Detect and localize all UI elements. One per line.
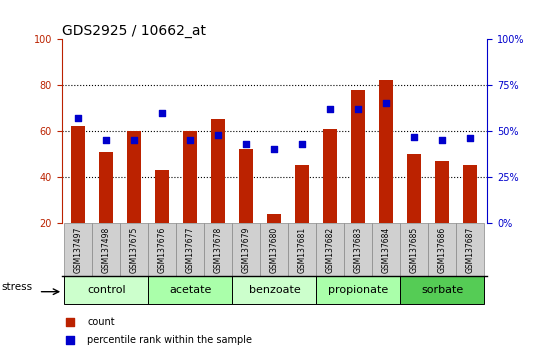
Bar [400, 276, 484, 304]
Point [102, 137, 111, 143]
Point [466, 136, 475, 141]
Point [66, 337, 74, 342]
Text: GSM137684: GSM137684 [382, 227, 391, 273]
Bar [64, 276, 148, 304]
Bar [100, 152, 113, 223]
Bar [352, 90, 365, 223]
Text: GSM137675: GSM137675 [130, 226, 139, 273]
Bar [64, 223, 92, 276]
Bar [204, 223, 232, 276]
Text: GSM137681: GSM137681 [298, 227, 307, 273]
Text: control: control [87, 285, 125, 295]
Bar [183, 131, 197, 223]
Text: GSM137682: GSM137682 [326, 227, 335, 273]
Point [382, 101, 391, 106]
Bar [316, 276, 400, 304]
Text: GSM137686: GSM137686 [438, 227, 447, 273]
Bar [407, 154, 421, 223]
Bar [127, 131, 141, 223]
Bar [435, 161, 449, 223]
Point [354, 106, 363, 112]
Bar [92, 223, 120, 276]
Bar [211, 120, 225, 223]
Bar [380, 80, 393, 223]
Bar [232, 223, 260, 276]
Text: GSM137679: GSM137679 [242, 226, 251, 273]
Point [438, 137, 447, 143]
Bar [316, 223, 344, 276]
Bar [232, 276, 316, 304]
Point [326, 106, 335, 112]
Point [298, 141, 307, 147]
Text: GSM137687: GSM137687 [466, 227, 475, 273]
Bar [296, 166, 309, 223]
Text: stress: stress [1, 282, 32, 292]
Point [410, 134, 419, 139]
Text: sorbate: sorbate [421, 285, 464, 295]
Text: GSM137680: GSM137680 [270, 227, 279, 273]
Bar [267, 214, 281, 223]
Bar [155, 170, 169, 223]
Text: GSM137677: GSM137677 [186, 226, 195, 273]
Bar [288, 223, 316, 276]
Point [158, 110, 167, 115]
Text: propionate: propionate [328, 285, 389, 295]
Bar [456, 223, 484, 276]
Text: acetate: acetate [169, 285, 212, 295]
Text: GSM137497: GSM137497 [74, 226, 83, 273]
Bar [428, 223, 456, 276]
Text: percentile rank within the sample: percentile rank within the sample [87, 335, 252, 344]
Bar [372, 223, 400, 276]
Text: count: count [87, 318, 115, 327]
Text: GSM137678: GSM137678 [214, 227, 223, 273]
Point [214, 132, 223, 137]
Text: GSM137683: GSM137683 [354, 227, 363, 273]
Bar [344, 223, 372, 276]
Bar [72, 126, 85, 223]
Bar [148, 276, 232, 304]
Bar [323, 129, 337, 223]
Text: GSM137685: GSM137685 [410, 227, 419, 273]
Point [74, 115, 83, 121]
Point [270, 147, 279, 152]
Text: GDS2925 / 10662_at: GDS2925 / 10662_at [62, 24, 206, 38]
Point [130, 137, 139, 143]
Point [186, 137, 195, 143]
Bar [463, 166, 477, 223]
Bar [400, 223, 428, 276]
Text: benzoate: benzoate [249, 285, 300, 295]
Text: GSM137498: GSM137498 [102, 227, 111, 273]
Bar [120, 223, 148, 276]
Bar [239, 149, 253, 223]
Point [242, 141, 251, 147]
Point [66, 320, 74, 325]
Bar [148, 223, 176, 276]
Bar [176, 223, 204, 276]
Text: GSM137676: GSM137676 [158, 226, 167, 273]
Bar [260, 223, 288, 276]
